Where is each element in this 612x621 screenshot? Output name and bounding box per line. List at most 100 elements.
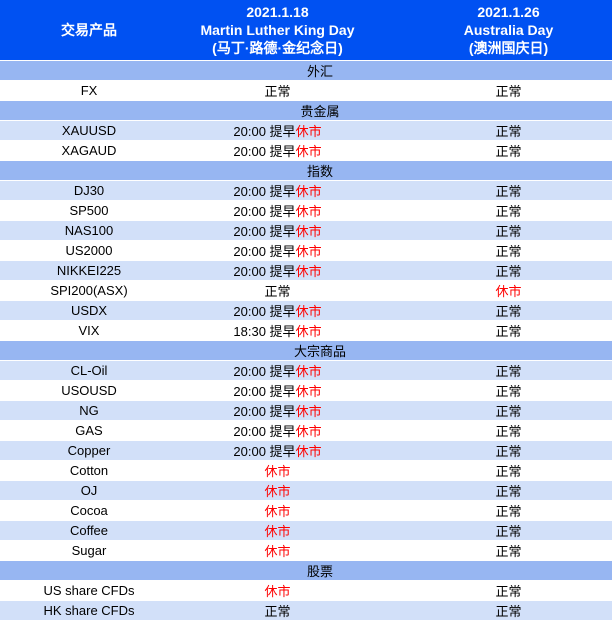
status-text: 正常 — [495, 544, 522, 559]
status-text: 20:00 提早 — [233, 124, 296, 139]
status-text: 正常 — [495, 324, 522, 339]
status-closed-text: 休市 — [295, 304, 322, 319]
product-cell: SPI200(ASX) — [50, 283, 128, 298]
section-label: 贵金属 — [300, 104, 340, 119]
product-cell: CL-Oil — [70, 363, 108, 378]
status-text: 20:00 提早 — [233, 364, 296, 379]
status-closed-text: 休市 — [495, 284, 522, 299]
table-row: NAS100 20:00 提早休市 正常 — [0, 220, 612, 240]
status-text: 正常 — [495, 384, 522, 399]
product-cell: NG — [79, 403, 99, 418]
status-text: 正常 — [495, 184, 522, 199]
status-closed-text: 休市 — [264, 524, 291, 539]
status-text: 正常 — [495, 84, 522, 99]
day2-status-cell: 正常 — [377, 241, 612, 260]
day1-status-cell: 正常 — [178, 601, 377, 620]
col-header-product-label: 交易产品 — [61, 22, 117, 38]
status-text: 正常 — [264, 604, 291, 619]
status-closed-text: 休市 — [264, 544, 291, 559]
table-row: USOUSD 20:00 提早休市 正常 — [0, 380, 612, 400]
status-text: 20:00 提早 — [233, 244, 296, 259]
table-row: SPI200(ASX) 正常 休市 — [0, 280, 612, 300]
product-cell: DJ30 — [73, 183, 105, 198]
product-cell: FX — [80, 83, 98, 98]
table-row: CL-Oil 20:00 提早休市 正常 — [0, 360, 612, 380]
status-closed-text: 休市 — [295, 264, 322, 279]
day2-status-cell: 休市 — [377, 281, 612, 300]
status-text: 正常 — [495, 464, 522, 479]
section-label: 指数 — [306, 164, 333, 179]
day1-status-cell: 20:00 提早休市 — [178, 121, 377, 140]
day1-holiday-name: Martin Luther King Day — [200, 22, 355, 38]
day2-holiday-name: Australia Day — [463, 22, 554, 38]
status-text: 20:00 提早 — [233, 424, 296, 439]
day2-status-cell: 正常 — [377, 441, 612, 460]
day2-status-cell: 正常 — [377, 521, 612, 540]
status-closed-text: 休市 — [295, 244, 322, 259]
status-text: 正常 — [495, 124, 522, 139]
day1-status-cell: 20:00 提早休市 — [178, 201, 377, 220]
day2-status-cell: 正常 — [377, 361, 612, 380]
status-text: 正常 — [495, 364, 522, 379]
product-cell: Coffee — [69, 523, 109, 538]
table-row: GAS 20:00 提早休市 正常 — [0, 420, 612, 440]
status-closed-text: 休市 — [295, 384, 322, 399]
day2-status-cell: 正常 — [377, 181, 612, 200]
day2-status-cell: 正常 — [377, 501, 612, 520]
col-header-product: 交易产品 — [0, 21, 178, 39]
section-label: 股票 — [306, 564, 333, 579]
table-row: US share CFDs 休市 正常 — [0, 580, 612, 600]
status-closed-text: 休市 — [295, 404, 322, 419]
table-row: HK share CFDs 正常 正常 — [0, 600, 612, 620]
product-cell: GAS — [75, 423, 103, 438]
status-closed-text: 休市 — [295, 184, 322, 199]
day1-status-cell: 20:00 提早休市 — [178, 381, 377, 400]
product-cell: HK share CFDs — [43, 603, 135, 618]
table-row: XAUUSD 20:00 提早休市 正常 — [0, 120, 612, 140]
day1-holiday-name-cn: (马丁·路德·金纪念日) — [212, 40, 343, 56]
day2-status-cell: 正常 — [377, 81, 612, 100]
table-row: Cocoa 休市 正常 — [0, 500, 612, 520]
day2-status-cell: 正常 — [377, 601, 612, 620]
product-cell: NIKKEI225 — [56, 263, 122, 278]
status-text: 正常 — [495, 444, 522, 459]
status-text: 正常 — [495, 404, 522, 419]
status-text: 20:00 提早 — [233, 144, 296, 159]
day1-status-cell: 休市 — [178, 521, 377, 540]
status-text: 正常 — [495, 304, 522, 319]
day1-status-cell: 20:00 提早休市 — [178, 421, 377, 440]
status-text: 正常 — [495, 224, 522, 239]
section-row: 大宗商品 — [0, 340, 612, 360]
table-row: DJ30 20:00 提早休市 正常 — [0, 180, 612, 200]
col-header-day2: 2021.1.26 Australia Day (澳洲国庆日) — [377, 3, 612, 57]
status-text: 正常 — [495, 424, 522, 439]
product-cell: SP500 — [69, 203, 109, 218]
status-text: 20:00 提早 — [233, 184, 296, 199]
status-closed-text: 休市 — [295, 204, 322, 219]
day2-status-cell: 正常 — [377, 401, 612, 420]
day1-status-cell: 20:00 提早休市 — [178, 241, 377, 260]
table-row: Coffee 休市 正常 — [0, 520, 612, 540]
product-cell: Sugar — [71, 543, 107, 558]
status-closed-text: 休市 — [295, 424, 322, 439]
day1-status-cell: 20:00 提早休市 — [178, 181, 377, 200]
day1-status-cell: 20:00 提早休市 — [178, 441, 377, 460]
product-cell: Cotton — [69, 463, 109, 478]
table-row: NIKKEI225 20:00 提早休市 正常 — [0, 260, 612, 280]
section-row: 贵金属 — [0, 100, 612, 120]
day1-status-cell: 正常 — [178, 281, 377, 300]
status-closed-text: 休市 — [264, 584, 291, 599]
status-text: 正常 — [264, 84, 291, 99]
day2-status-cell: 正常 — [377, 421, 612, 440]
section-row: 外汇 — [0, 60, 612, 80]
day1-date: 2021.1.18 — [246, 4, 309, 20]
day1-status-cell: 休市 — [178, 461, 377, 480]
table-row: NG 20:00 提早休市 正常 — [0, 400, 612, 420]
day1-status-cell: 20:00 提早休市 — [178, 401, 377, 420]
day2-status-cell: 正常 — [377, 221, 612, 240]
day1-status-cell: 20:00 提早休市 — [178, 141, 377, 160]
product-cell: USDX — [70, 303, 108, 318]
day2-status-cell: 正常 — [377, 321, 612, 340]
day2-holiday-name-cn: (澳洲国庆日) — [468, 40, 549, 56]
